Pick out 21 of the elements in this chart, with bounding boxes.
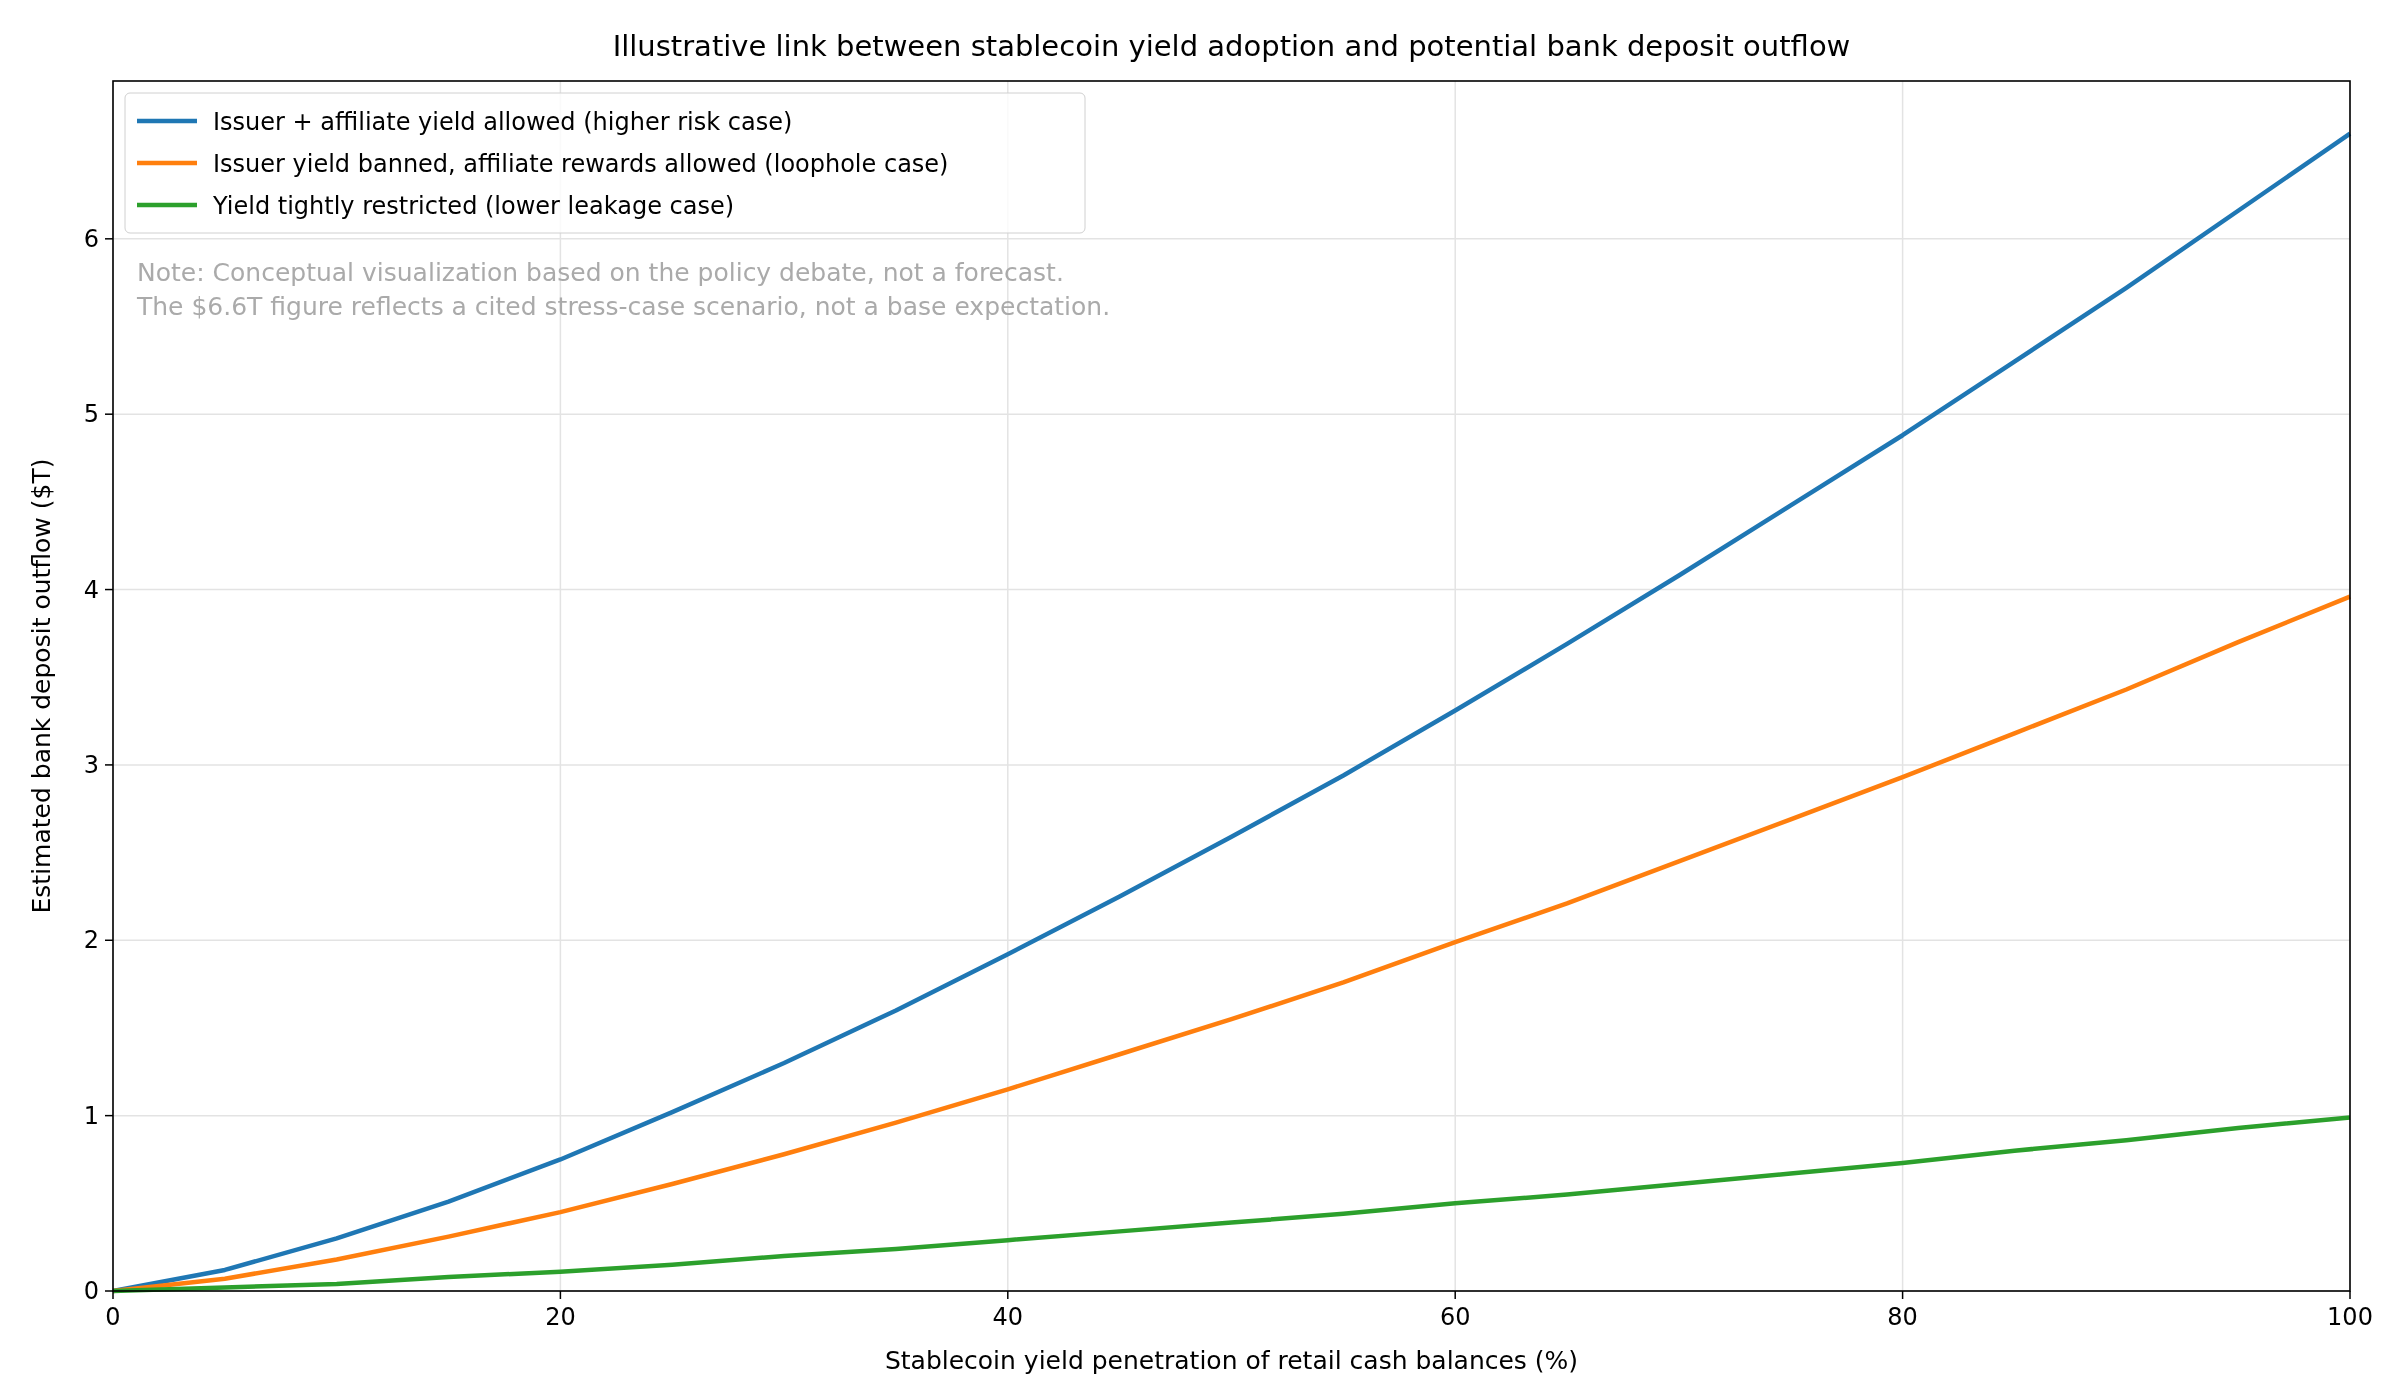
x-tick-label: 80 — [1887, 1303, 1918, 1331]
x-tick-label: 20 — [545, 1303, 576, 1331]
y-tick-label: 1 — [83, 1101, 99, 1130]
y-axis-title: Estimated bank deposit outflow ($T) — [27, 458, 56, 914]
y-tick-label: 4 — [83, 575, 99, 604]
x-tick-label: 100 — [2327, 1303, 2373, 1331]
legend-label: Issuer + affiliate yield allowed (higher risk case) — [213, 108, 793, 136]
chart-title: Illustrative link between stablecoin yield adoption and potential bank deposit outflow — [612, 29, 1851, 63]
annotation: Note: Conceptual visualization based on the policy debate, not a forecast. — [137, 258, 1064, 287]
x-axis-title: Stablecoin yield penetration of retail cash balances (%) — [884, 1346, 1579, 1375]
y-tick-label: 6 — [83, 224, 99, 253]
y-tick-label: 2 — [83, 926, 99, 955]
y-tick-label: 0 — [83, 1277, 99, 1305]
y-tick-label: 3 — [83, 750, 99, 779]
x-tick-label: 0 — [105, 1303, 121, 1331]
x-tick-label: 60 — [1439, 1303, 1471, 1331]
annotation: The $6.6T figure reflects a cited stress-case scenario, not a base expectation. — [136, 292, 1111, 321]
x-tick-label: 40 — [992, 1303, 1024, 1331]
legend-label: Yield tightly restricted (lower leakage case) — [212, 192, 735, 220]
y-tick-label: 5 — [83, 400, 99, 429]
legend-label: Issuer yield banned, affiliate rewards allowed (loophole case) — [213, 150, 949, 178]
